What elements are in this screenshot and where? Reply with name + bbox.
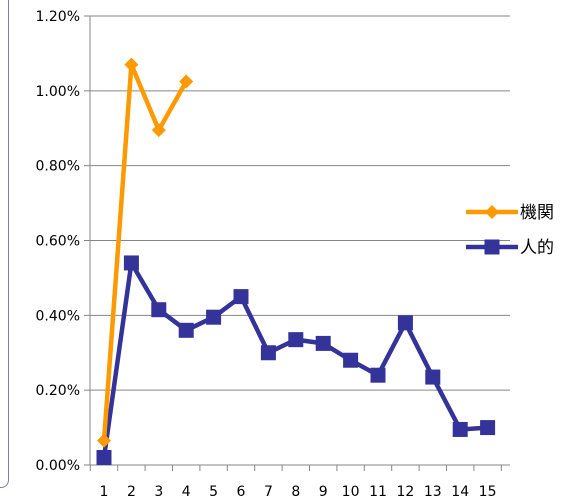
y-tick-label: 0.00%	[36, 458, 80, 474]
x-tick-label: 2	[127, 484, 136, 500]
data-point	[480, 420, 496, 436]
x-tick-label: 10	[342, 484, 360, 500]
y-tick-label: 1.00%	[36, 84, 80, 100]
series	[96, 57, 496, 466]
x-tick-label: 7	[264, 484, 273, 500]
x-tick-label: 4	[182, 484, 191, 500]
data-point	[452, 421, 468, 437]
x-tick-label: 1	[100, 484, 109, 500]
y-tick-labels: 0.00% 0.20% 0.40% 0.60% 0.80% 1.00% 1.20%	[36, 9, 80, 474]
gridlines	[90, 15, 510, 391]
legend-item: 人的	[466, 238, 554, 258]
x-tick-label: 15	[479, 484, 497, 500]
data-point	[425, 369, 441, 385]
data-point	[151, 302, 167, 318]
y-tick-label: 0.60%	[36, 234, 80, 250]
x-tick-label: 12	[396, 484, 414, 500]
x-tick-labels: 1 2 3 4 5 6 7 8 9 10 11 12 13 14 15	[100, 484, 497, 500]
data-point	[123, 255, 139, 271]
x-tick-label: 6	[237, 484, 246, 500]
x-tick-label: 14	[451, 484, 469, 500]
data-point	[343, 352, 359, 368]
series-kikan	[97, 57, 194, 448]
data-point	[288, 332, 304, 348]
legend-item: 機関	[466, 203, 554, 223]
x-tick-label: 9	[319, 484, 328, 500]
data-point	[178, 322, 194, 338]
data-point	[124, 57, 139, 72]
y-tick-label: 0.20%	[36, 383, 80, 399]
data-point	[97, 433, 111, 448]
x-tick-label: 3	[154, 484, 163, 500]
legend-label: 人的	[520, 238, 554, 258]
x-tick-label: 8	[291, 484, 300, 500]
x-tick-label: 13	[424, 484, 442, 500]
y-tick-label: 0.80%	[36, 159, 80, 175]
data-point	[179, 74, 194, 89]
data-point	[233, 289, 249, 305]
data-point	[260, 345, 276, 361]
legend-label: 機関	[520, 203, 554, 223]
data-point	[206, 309, 222, 325]
data-point	[315, 335, 331, 351]
x-tick-label: 5	[209, 484, 218, 500]
data-point	[397, 315, 413, 331]
y-tick-label: 1.20%	[36, 9, 80, 25]
y-tick-label: 0.40%	[36, 308, 80, 324]
series-jinteki	[96, 255, 496, 466]
series-line	[101, 62, 189, 441]
legend-marker	[484, 239, 500, 255]
series-line	[101, 260, 488, 458]
data-point	[151, 123, 166, 138]
data-point	[370, 367, 386, 383]
data-point	[96, 450, 112, 466]
axes	[84, 15, 510, 471]
legend-marker	[485, 205, 499, 219]
x-tick-label: 11	[369, 484, 387, 500]
